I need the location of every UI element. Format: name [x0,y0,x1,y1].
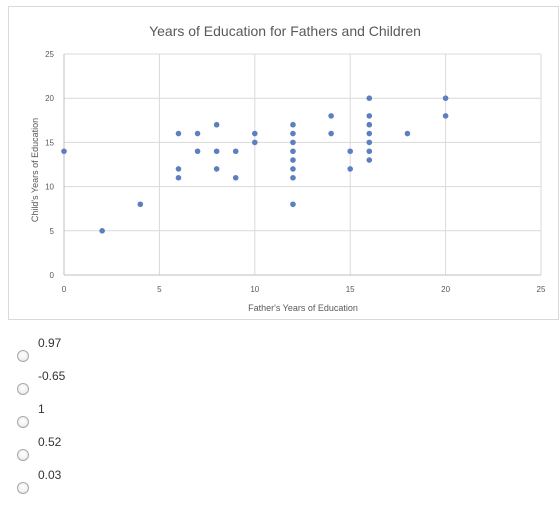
data-point [366,95,373,101]
data-point [213,166,220,172]
data-point [290,174,296,181]
data-point [252,130,258,137]
answer-option[interactable]: -0.65 [0,369,559,399]
data-point [328,130,334,137]
data-point [290,148,296,155]
x-tick-label: 15 [346,285,355,294]
answer-option-label: 0.52 [38,435,62,449]
data-point [213,148,220,155]
answer-option[interactable]: 1 [0,402,559,432]
data-point [99,228,105,234]
x-tick-label: 5 [157,285,162,294]
data-point [175,166,182,172]
answer-option-label: -0.65 [38,369,66,383]
answer-option-label: 0.03 [38,468,62,482]
data-point [366,130,373,137]
answer-option-label: 1 [38,402,45,416]
axes [63,54,541,276]
answer-option[interactable]: 0.03 [0,468,559,498]
data-point [232,174,239,181]
data-point [252,139,258,146]
data-point [175,130,182,137]
data-point [175,174,182,181]
data-point [290,130,296,137]
scatter-chart: 0 5 10 15 20 25 0 5 10 15 20 25 Years of Education … [30,23,546,313]
data-point [366,121,373,128]
y-axis-label: Child's Years of Education [30,118,40,222]
y-tick-label: 25 [45,50,54,59]
radio-button[interactable] [17,416,29,428]
data-point [61,148,67,155]
x-tick-label: 20 [441,285,450,294]
data-point [290,157,296,163]
x-tick-label: 0 [62,285,67,294]
data-point [442,113,449,119]
x-tick-label: 25 [537,285,546,294]
data-point [366,157,373,163]
data-point [194,148,201,155]
y-tick-label: 5 [50,227,55,236]
radio-button[interactable] [17,383,29,395]
y-tick-label: 15 [45,138,54,147]
data-point [404,130,411,137]
y-tick-label: 10 [45,183,54,192]
data-point [366,139,373,146]
data-point [290,121,296,128]
data-point [290,201,296,208]
y-tick-label: 20 [45,94,54,103]
tick-labels: 0 5 10 15 20 25 0 5 10 15 20 25 [45,50,546,294]
data-point [366,148,373,155]
x-axis-label: Father's Years of Education [248,303,358,313]
data-point [137,201,144,208]
data-point [213,121,220,128]
data-point [347,148,354,155]
data-point [366,113,373,119]
answer-option[interactable]: 0.97 [0,336,559,366]
chart-title: Years of Education for Fathers and Child… [149,23,421,39]
data-point [194,130,201,137]
data-point [290,166,296,172]
answer-option-label: 0.97 [38,336,62,350]
data-point [347,166,354,172]
answer-option[interactable]: 0.52 [0,435,559,465]
data-point [442,95,449,101]
chart-frame: 0 5 10 15 20 25 0 5 10 15 20 25 Years of Education … [8,6,559,320]
radio-button[interactable] [17,350,29,362]
x-tick-label: 10 [250,285,259,294]
data-point [328,113,334,119]
radio-button[interactable] [17,482,29,494]
data-point [290,139,296,146]
radio-button[interactable] [17,449,29,461]
data-point [232,148,239,155]
data-points [61,95,449,234]
y-tick-label: 0 [50,271,55,280]
grid-lines [64,53,542,275]
